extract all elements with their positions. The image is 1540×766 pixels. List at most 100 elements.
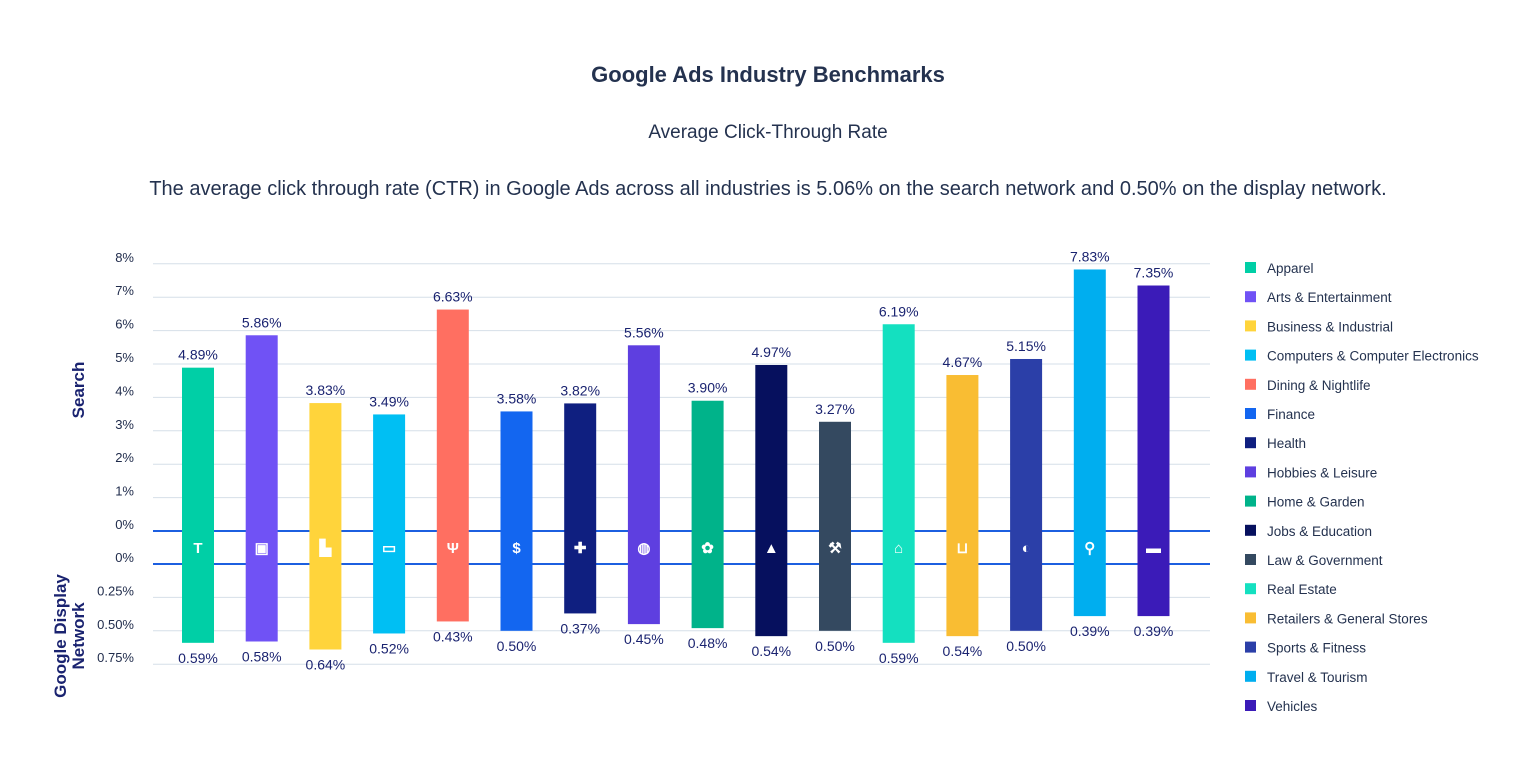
search-value-label: 4.67% <box>943 354 983 370</box>
bar-icon-band <box>819 531 851 564</box>
search-value-label: 3.82% <box>560 382 600 398</box>
bar-icon-band <box>1137 531 1170 564</box>
legend-item: Apparel <box>1245 261 1314 276</box>
search-value-label: 5.56% <box>624 324 664 340</box>
bar-display <box>309 564 342 650</box>
display-value-label: 0.50% <box>1006 638 1046 654</box>
bar-search <box>1073 269 1106 531</box>
display-value-label: 0.59% <box>178 650 218 666</box>
fork-knife-icon: Ψ <box>447 540 459 557</box>
bar-icon-band <box>882 531 915 564</box>
bar-search <box>182 367 214 531</box>
bar-display <box>627 564 660 625</box>
legend-label: Jobs & Education <box>1267 524 1372 539</box>
y-tick-label: 4% <box>115 383 134 398</box>
legend-label: Business & Industrial <box>1267 319 1393 334</box>
bar-display <box>1073 564 1106 617</box>
display-value-label: 0.59% <box>879 650 919 666</box>
bar-search <box>436 309 469 531</box>
legend-swatch <box>1245 495 1256 507</box>
yarn-ball-icon: ◍ <box>637 540 650 557</box>
legend-swatch <box>1245 670 1256 682</box>
bar-search <box>882 324 915 531</box>
y-tick-label: 0.50% <box>97 617 134 632</box>
y-tick-label: 3% <box>115 417 134 432</box>
bar-display <box>373 564 406 634</box>
y-tick-label: 5% <box>115 350 134 365</box>
bar-search <box>564 403 597 531</box>
search-value-label: 3.58% <box>497 390 537 406</box>
display-value-label: 0.50% <box>815 638 855 654</box>
y-tick-label: 0% <box>115 517 134 532</box>
search-value-label: 6.19% <box>879 303 919 319</box>
bar-icon-band <box>373 531 406 564</box>
legend-swatch <box>1245 466 1256 478</box>
display-value-label: 0.52% <box>369 640 409 656</box>
bar-icon-band <box>245 531 278 564</box>
chart-title: Google Ads Industry Benchmarks <box>591 62 945 87</box>
legend-swatch <box>1245 291 1256 303</box>
legend-label: Apparel <box>1267 261 1314 276</box>
search-value-label: 7.83% <box>1070 248 1110 264</box>
bar-search <box>755 365 788 531</box>
y-tick-label: 0.75% <box>97 650 134 665</box>
search-value-label: 3.49% <box>369 393 409 409</box>
shirt-icon: T <box>193 540 202 557</box>
search-value-label: 7.35% <box>1134 265 1174 281</box>
search-value-label: 3.90% <box>688 380 728 396</box>
search-value-label: 5.15% <box>1006 338 1046 354</box>
legend-label: Finance <box>1267 407 1315 422</box>
money-bag-icon: $ <box>512 540 521 557</box>
bar-icon-band <box>627 531 660 564</box>
pictures-icon: ▣ <box>255 540 269 557</box>
bar-icon-band <box>436 531 469 564</box>
bar-search <box>245 335 278 531</box>
y-tick-label: 6% <box>115 317 134 332</box>
bar-display <box>1137 564 1170 617</box>
bar-display <box>755 564 788 637</box>
legend-label: Health <box>1267 436 1306 451</box>
y-tick-label: 0.25% <box>97 583 134 598</box>
bar-search <box>309 403 342 531</box>
legend-swatch <box>1245 378 1256 390</box>
legend-label: Vehicles <box>1267 699 1318 714</box>
legend-swatch <box>1245 437 1256 449</box>
bar-search <box>627 345 660 531</box>
bar-search <box>819 421 851 531</box>
bar-search <box>946 375 979 531</box>
search-value-label: 4.89% <box>178 347 218 363</box>
legend-item: Hobbies & Leisure <box>1245 465 1377 480</box>
bar-icon-band <box>182 531 214 564</box>
legend-label: Law & Government <box>1267 553 1383 568</box>
bar-search <box>500 411 533 531</box>
legend-item: Travel & Tourism <box>1245 670 1368 685</box>
bars: T ▣ ▙ ▭ Ψ $ ✚ ◍ ✿ ▲ ⚒ ⌂ ⊔ ◐ ⚲ ▬ <box>182 269 1170 650</box>
y-tick-label: 8% <box>115 250 134 265</box>
legend-item: Real Estate <box>1245 582 1337 597</box>
legend-label: Retailers & General Stores <box>1267 611 1428 626</box>
bar-search <box>1137 285 1170 531</box>
y-tick-label: 7% <box>115 283 134 298</box>
search-value-label: 3.27% <box>815 401 855 417</box>
car-icon: ▬ <box>1146 540 1161 557</box>
map-pin-icon: ⚲ <box>1084 540 1095 557</box>
cart-icon: ⊔ <box>957 540 969 557</box>
legend-item: Retailers & General Stores <box>1245 611 1428 626</box>
y-tick-label: 1% <box>115 484 134 499</box>
legend-swatch <box>1245 641 1256 653</box>
laptop-icon: ▭ <box>382 540 396 557</box>
display-value-label: 0.58% <box>242 648 282 664</box>
legend-swatch <box>1245 583 1256 595</box>
bar-display <box>564 564 597 614</box>
bar-display <box>1010 564 1043 631</box>
bar-icon-band <box>946 531 979 564</box>
chart-subtitle: Average Click-Through Rate <box>648 122 888 143</box>
y-tick-label: 2% <box>115 450 134 465</box>
legend-swatch <box>1245 700 1256 711</box>
display-value-label: 0.39% <box>1070 623 1110 639</box>
search-axis-label: Search <box>69 362 88 419</box>
bar-search <box>1010 358 1043 531</box>
legend-label: Home & Garden <box>1267 495 1365 510</box>
legend-label: Sports & Fitness <box>1267 641 1366 656</box>
